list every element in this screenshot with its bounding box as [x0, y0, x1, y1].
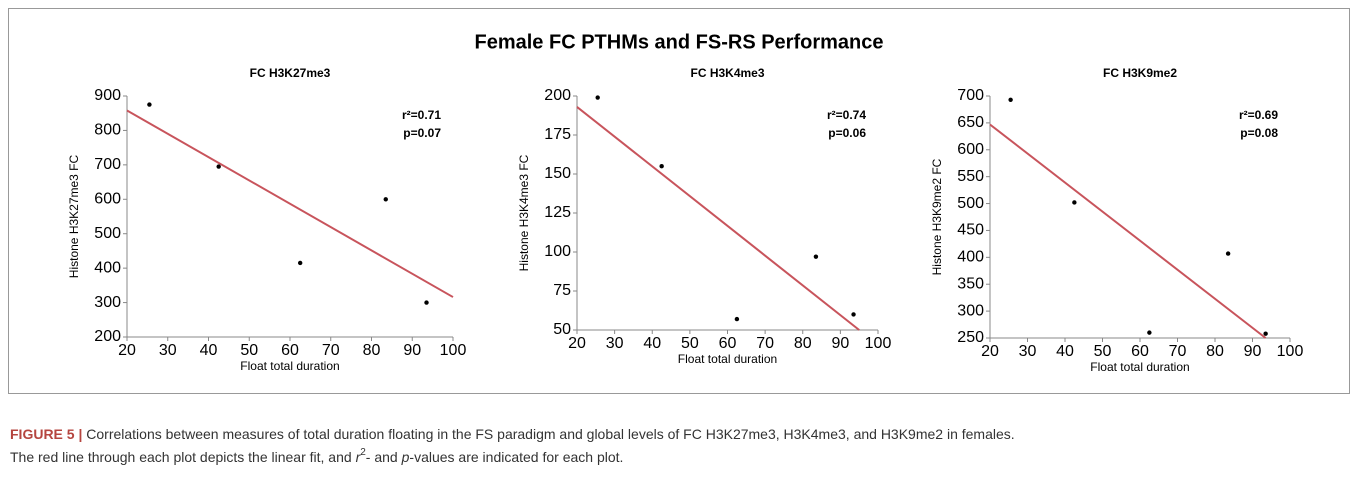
x-axis-label: Float total duration — [240, 359, 339, 373]
x-tick-label: 50 — [681, 335, 699, 352]
x-tick-label: 70 — [1169, 343, 1187, 360]
y-axis-label: Histone H3K9me2 FC — [930, 158, 944, 275]
x-tick-label: 90 — [403, 342, 421, 359]
point — [147, 102, 152, 107]
point — [595, 95, 600, 100]
y-tick-label: 400 — [94, 259, 121, 276]
caption-text: -values are indicated for each plot. — [409, 449, 623, 465]
fit-line — [989, 123, 1267, 339]
x-tick-label: 90 — [831, 335, 849, 352]
point — [734, 316, 740, 322]
caption-text: p — [401, 449, 410, 465]
point — [383, 197, 388, 202]
x-tick-label: 80 — [794, 335, 812, 352]
caption-label: FIGURE 5 | — [10, 426, 82, 442]
point — [851, 312, 856, 317]
x-tick-label: 90 — [1244, 343, 1262, 360]
point — [813, 254, 819, 259]
x-tick-label: 70 — [756, 335, 774, 352]
point — [1072, 200, 1077, 205]
annotation: p=0.07 — [403, 126, 441, 140]
y-axis-label: Histone H3K4me3 FC — [517, 154, 531, 271]
caption-line: The red line through each plot depicts t… — [10, 447, 623, 465]
y-tick-label: 550 — [957, 168, 984, 185]
point — [297, 260, 303, 266]
fit-line — [126, 109, 454, 298]
point — [1263, 331, 1268, 336]
y-tick-label: 125 — [544, 204, 571, 221]
y-tick-label: 250 — [957, 329, 984, 346]
caption-text: The red line through each plot depicts t… — [10, 449, 356, 465]
y-tick-label: 300 — [94, 294, 121, 311]
y-tick-label: 200 — [94, 328, 121, 345]
y-tick-label: 175 — [544, 126, 571, 143]
y-tick-label: 75 — [553, 282, 571, 299]
point — [1008, 97, 1013, 102]
annotation: p=0.08 — [1240, 126, 1278, 140]
y-tick-label: 300 — [957, 302, 984, 319]
y-tick-label: 500 — [957, 195, 984, 212]
y-tick-label: 350 — [957, 275, 984, 292]
annotation: r²=0.69 — [1239, 108, 1278, 122]
caption-text: r — [356, 449, 362, 465]
y-tick-label: 200 — [544, 87, 571, 104]
y-tick-label: 650 — [957, 114, 984, 131]
y-tick-label: 100 — [544, 243, 571, 260]
annotation: p=0.06 — [828, 126, 866, 140]
chart-title: FC H3K4me3 — [690, 66, 764, 80]
y-tick-label: 150 — [544, 165, 571, 182]
point — [1147, 330, 1152, 335]
annotation: r²=0.71 — [402, 108, 441, 122]
point — [424, 300, 429, 305]
caption-text: 2 — [360, 447, 366, 458]
x-tick-label: 60 — [1131, 343, 1149, 360]
y-tick-label: 400 — [957, 249, 984, 266]
x-tick-label: 80 — [1206, 343, 1224, 360]
x-tick-label: 50 — [1094, 343, 1112, 360]
x-tick-label: 20 — [568, 335, 586, 352]
x-tick-label: 70 — [322, 342, 340, 359]
x-axis-label: Float total duration — [678, 352, 777, 366]
figure-title: Female FC PTHMs and FS-RS Performance — [475, 31, 884, 53]
x-tick-label: 60 — [719, 335, 737, 352]
x-tick-label: 20 — [118, 342, 136, 359]
caption-text: Correlations between measures of total d… — [86, 426, 1014, 442]
x-tick-label: 50 — [240, 342, 258, 359]
y-tick-label: 700 — [957, 87, 984, 104]
y-tick-label: 700 — [94, 156, 121, 173]
x-tick-label: 60 — [281, 342, 299, 359]
x-tick-label: 80 — [363, 342, 381, 359]
y-tick-label: 500 — [94, 225, 121, 242]
y-tick-label: 800 — [94, 122, 121, 139]
x-axis-label: Float total duration — [1090, 360, 1189, 374]
y-tick-label: 50 — [553, 321, 571, 338]
x-tick-label: 30 — [1019, 343, 1037, 360]
figure-frame — [8, 8, 1350, 394]
chart-title: FC H3K27me3 — [250, 66, 331, 80]
point — [1225, 251, 1231, 256]
x-tick-label: 40 — [1056, 343, 1074, 360]
x-tick-label: 40 — [200, 342, 218, 359]
caption-line: FIGURE 5 | Correlations between measures… — [10, 426, 1015, 442]
chart-title: FC H3K9me2 — [1103, 66, 1177, 80]
fit-line — [576, 106, 860, 331]
x-tick-label: 20 — [981, 343, 999, 360]
x-tick-label: 40 — [643, 335, 661, 352]
annotation: r²=0.74 — [827, 108, 866, 122]
x-tick-label: 100 — [440, 342, 467, 359]
x-tick-label: 100 — [865, 335, 892, 352]
x-tick-label: 100 — [1277, 343, 1304, 360]
y-tick-label: 450 — [957, 222, 984, 239]
y-tick-label: 600 — [957, 141, 984, 158]
y-axis-label: Histone H3K27me3 FC — [67, 154, 81, 278]
point — [216, 164, 221, 169]
point — [659, 164, 664, 169]
caption-text: - and — [366, 449, 402, 465]
y-tick-label: 900 — [94, 87, 121, 104]
x-tick-label: 30 — [606, 335, 624, 352]
x-tick-label: 30 — [159, 342, 177, 359]
y-tick-label: 600 — [94, 191, 121, 208]
